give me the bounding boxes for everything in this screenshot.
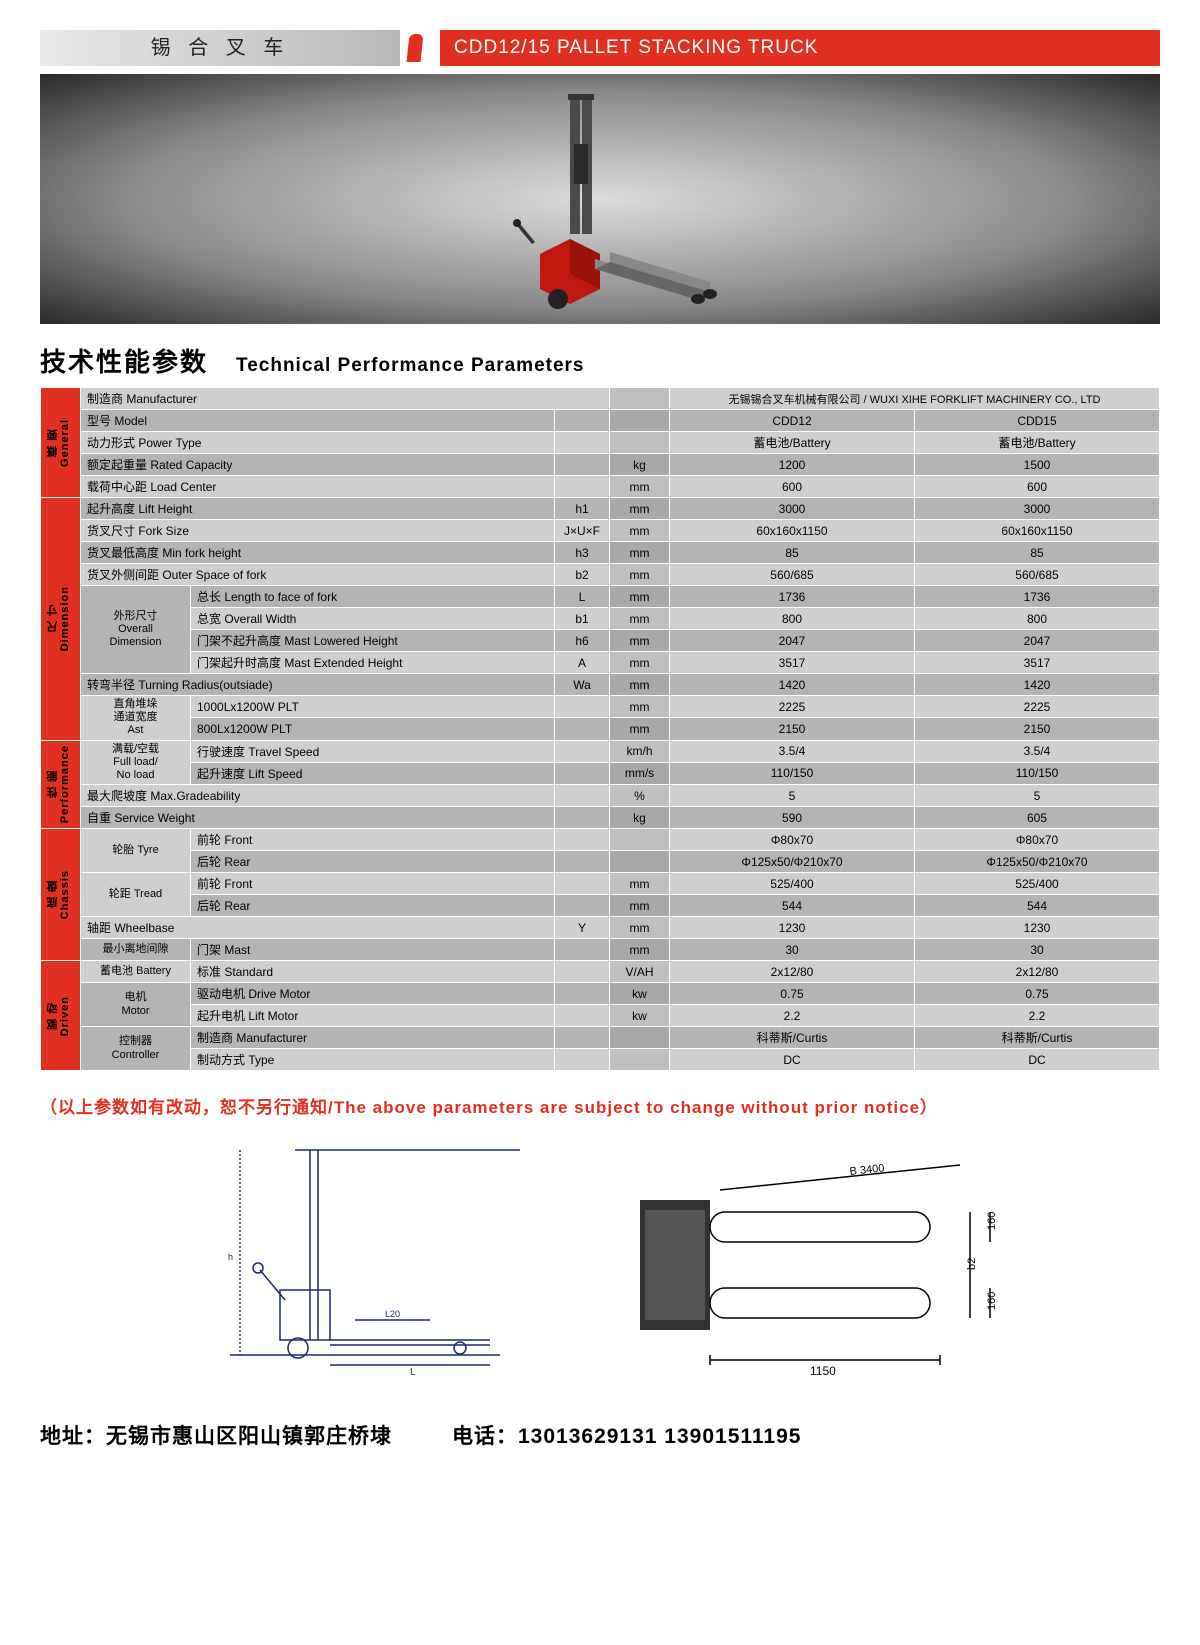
group-clearance: 最小离地间隙 <box>81 939 191 961</box>
cell-value: 无锡锡合叉车机械有限公司 / WUXI XIHE FORKLIFT MACHIN… <box>670 388 1160 410</box>
category-dimension: 尺 寸Dimension <box>41 498 81 741</box>
table-row: 起升电机 Lift Motorkw2.22.2 <box>41 1005 1160 1027</box>
spec-table: 概 要General 制造商 Manufacturer 无锡锡合叉车机械有限公司… <box>40 387 1160 1071</box>
group-motor: 电机 Motor <box>81 983 191 1027</box>
diagram-side-view: L L20 h <box>170 1140 550 1390</box>
hero-image <box>40 74 1160 324</box>
diagram-top-view: 1150 160 160 b2 B 3400 <box>610 1140 1030 1390</box>
section-title-en: Technical Performance Parameters <box>236 355 584 377</box>
group-battery: 蓄电池 Battery <box>81 961 191 983</box>
table-row: 外形尺寸 Overall Dimension总长 Length to face … <box>41 586 1160 608</box>
section-title-cn: 技术性能参数 <box>40 342 208 379</box>
logo-icon <box>400 30 440 66</box>
table-row: 电机 Motor驱动电机 Drive Motorkw0.750.75 <box>41 983 1160 1005</box>
table-row: 自重 Service Weightkg590605 <box>41 807 1160 829</box>
category-chassis: 底 盘Chassis <box>41 829 81 961</box>
table-row: 直角堆垛 通道宽度 Ast1000Lx1200W PLTmm22252225 <box>41 696 1160 718</box>
svg-text:160: 160 <box>986 1292 998 1310</box>
group-ast: 直角堆垛 通道宽度 Ast <box>81 696 191 741</box>
svg-text:1150: 1150 <box>810 1364 836 1378</box>
header-banner: 锡 合 叉 车 CDD12/15 PALLET STACKING TRUCK <box>40 30 1160 66</box>
group-load: 满载/空载 Full load/ No load <box>81 740 191 785</box>
table-row: 载荷中心距 Load Centermm600600 <box>41 476 1160 498</box>
table-row: 控制器 Controller制造商 Manufacturer科蒂斯/Curtis… <box>41 1027 1160 1049</box>
footer-phone: 电话：13013629131 13901511195 <box>452 1420 801 1450</box>
table-row: 总宽 Overall Widthb1mm800800 <box>41 608 1160 630</box>
cell-label: 制造商 Manufacturer <box>81 388 610 410</box>
notice-text: （以上参数如有改动，恕不另行通知/The above parameters ar… <box>40 1093 1160 1118</box>
table-row: 动力形式 Power Type蓄电池/Battery蓄电池/Battery <box>41 432 1160 454</box>
table-row: 货叉外侧间距 Outer Space of forkb2mm560/685560… <box>41 564 1160 586</box>
table-row: 驱 动Driven 蓄电池 Battery标准 StandardV/AH2x12… <box>41 961 1160 983</box>
group-tread: 轮距 Tread <box>81 873 191 917</box>
header-left-title: 锡 合 叉 车 <box>40 30 400 66</box>
table-row: 轴距 WheelbaseYmm12301230 <box>41 917 1160 939</box>
group-overall: 外形尺寸 Overall Dimension <box>81 586 191 674</box>
diagrams: L L20 h 1150 160 160 b2 B 3400 <box>40 1140 1160 1390</box>
table-row: 转弯半径 Turning Radius(outsiade)Wamm1420142… <box>41 674 1160 696</box>
footer: 地址：无锡市惠山区阳山镇郭庄桥埭 电话：13013629131 13901511… <box>40 1420 1160 1450</box>
category-performance: 性 能Performance <box>41 740 81 829</box>
table-row: 后轮 RearΦ125x50/Φ210x70Φ125x50/Φ210x70 <box>41 851 1160 873</box>
svg-text:L: L <box>410 1367 416 1378</box>
table-row: 后轮 Rearmm544544 <box>41 895 1160 917</box>
svg-text:B 3400: B 3400 <box>849 1163 885 1179</box>
table-row: 概 要General 制造商 Manufacturer 无锡锡合叉车机械有限公司… <box>41 388 1160 410</box>
table-row: 门架起升时高度 Mast Extended HeightAmm35173517 <box>41 652 1160 674</box>
svg-text:b2: b2 <box>966 1258 978 1270</box>
table-row: 型号 ModelCDD12CDD15 <box>41 410 1160 432</box>
svg-text:160: 160 <box>986 1212 998 1230</box>
svg-text:L20: L20 <box>385 1309 400 1319</box>
table-row: 轮距 Tread前轮 Frontmm525/400525/400 <box>41 873 1160 895</box>
table-row: 底 盘Chassis 轮胎 Tyre前轮 FrontΦ80x70Φ80x70 <box>41 829 1160 851</box>
table-row: 性 能Performance 满载/空载 Full load/ No load行… <box>41 740 1160 762</box>
category-general: 概 要General <box>41 388 81 498</box>
table-row: 制动方式 TypeDCDC <box>41 1049 1160 1071</box>
group-tyre: 轮胎 Tyre <box>81 829 191 873</box>
footer-address: 地址：无锡市惠山区阳山镇郭庄桥埭 <box>40 1420 392 1450</box>
section-title: 技术性能参数 Technical Performance Parameters <box>40 342 1160 379</box>
group-controller: 控制器 Controller <box>81 1027 191 1071</box>
table-row: 货叉最低高度 Min fork heighth3mm8585 <box>41 542 1160 564</box>
table-row: 最大爬坡度 Max.Gradeability%55 <box>41 785 1160 807</box>
stacking-truck-icon <box>470 84 730 314</box>
table-row: 尺 寸Dimension 起升高度 Lift Heighth1mm3000300… <box>41 498 1160 520</box>
header-right-title: CDD12/15 PALLET STACKING TRUCK <box>440 30 1160 66</box>
table-row: 最小离地间隙门架 Mastmm3030 <box>41 939 1160 961</box>
svg-text:h: h <box>228 1252 233 1262</box>
table-row: 800Lx1200W PLTmm21502150 <box>41 718 1160 740</box>
table-row: 额定起重量 Rated Capacitykg12001500 <box>41 454 1160 476</box>
table-row: 起升速度 Lift Speedmm/s110/150110/150 <box>41 762 1160 784</box>
category-driven: 驱 动Driven <box>41 961 81 1071</box>
table-row: 货叉尺寸 Fork SizeJ×U×Fmm60x160x115060x160x1… <box>41 520 1160 542</box>
table-row: 门架不起升高度 Mast Lowered Heighth6mm20472047 <box>41 630 1160 652</box>
